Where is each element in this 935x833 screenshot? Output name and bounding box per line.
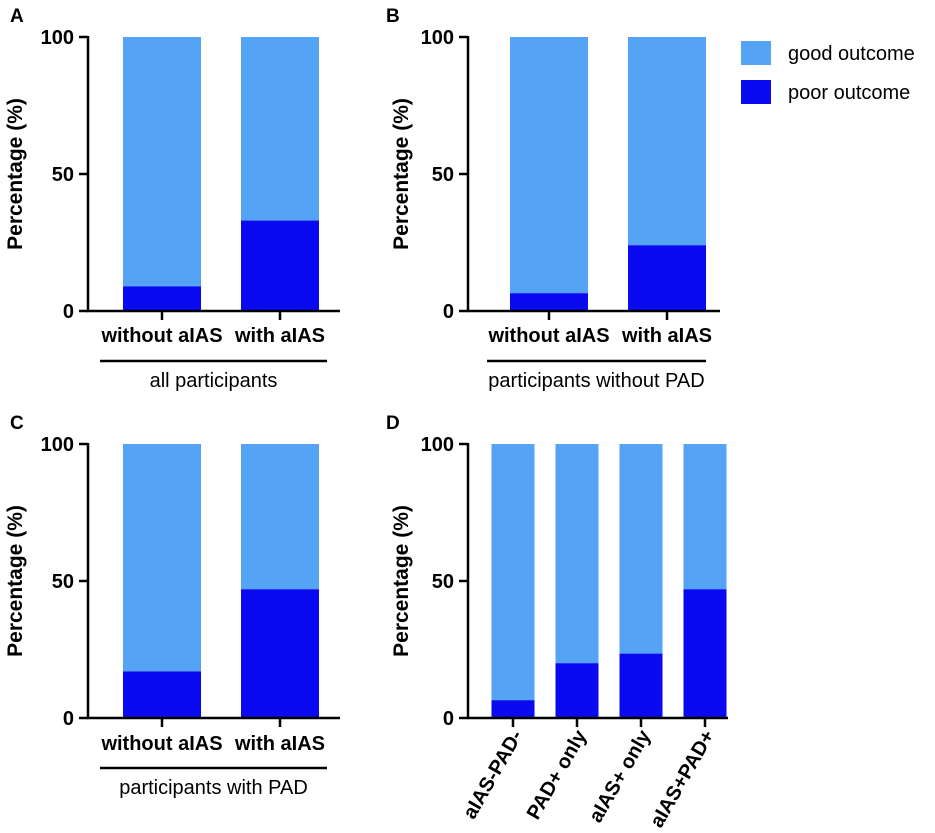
bar-good-outcome (123, 37, 201, 287)
y-tick-label: 0 (443, 708, 454, 730)
category-label: without aIAS (100, 733, 222, 755)
y-tick-label: 100 (41, 434, 74, 456)
bar-poor-outcome (510, 293, 588, 311)
category-label: PAD+ only (523, 726, 592, 824)
panel-letter: A (10, 6, 24, 27)
bar-poor-outcome (491, 700, 535, 718)
y-tick-label: 50 (52, 571, 74, 593)
bar-poor-outcome (123, 286, 201, 311)
bar-poor-outcome (619, 653, 663, 718)
bar-poor-outcome (683, 589, 727, 718)
bar-good-outcome (241, 444, 319, 590)
y-tick-label: 50 (432, 164, 454, 186)
y-axis-title: Percentage (%) (390, 98, 413, 250)
legend-swatch (741, 80, 771, 104)
y-tick-label: 100 (421, 434, 454, 456)
bar-good-outcome (510, 37, 588, 294)
y-axis-title: Percentage (%) (4, 505, 27, 657)
bar-good-outcome (491, 444, 535, 701)
y-tick-label: 0 (63, 708, 74, 730)
bar-good-outcome (619, 444, 663, 654)
bar-good-outcome (683, 444, 727, 590)
category-label: with aIAS (234, 325, 325, 347)
group-label: participants without PAD (488, 370, 704, 392)
category-label: without aIAS (487, 325, 609, 347)
y-tick-label: 0 (443, 301, 454, 323)
y-tick-label: 50 (432, 571, 454, 593)
category-label: aIAS-PAD- (459, 727, 527, 823)
bar-poor-outcome (123, 671, 201, 718)
category-label: with aIAS (621, 325, 712, 347)
y-axis-title: Percentage (%) (4, 98, 27, 250)
legend-item: good outcome (741, 41, 915, 65)
category-label: without aIAS (100, 325, 222, 347)
panel-letter: D (386, 413, 400, 434)
y-axis-title: Percentage (%) (390, 505, 413, 657)
panel-letter: B (386, 6, 400, 27)
bar-poor-outcome (241, 220, 319, 311)
y-tick-label: 0 (63, 301, 74, 323)
legend-item: poor outcome (741, 80, 910, 104)
group-label: all participants (150, 370, 278, 392)
legend: good outcome poor outcome (741, 41, 915, 104)
y-tick-label: 100 (421, 27, 454, 49)
bar-good-outcome (628, 37, 706, 246)
panel-letter: C (10, 413, 24, 434)
bar-good-outcome (241, 37, 319, 221)
group-label: participants with PAD (119, 777, 308, 799)
category-label: with aIAS (234, 733, 325, 755)
category-label: aIAS+PAD+ (646, 727, 719, 832)
y-tick-label: 100 (41, 27, 74, 49)
bar-poor-outcome (555, 663, 599, 718)
legend-label: good outcome (788, 43, 915, 65)
bar-good-outcome (123, 444, 201, 672)
category-label: aIAS+ only (585, 726, 656, 827)
legend-swatch (741, 41, 771, 65)
y-tick-label: 50 (52, 164, 74, 186)
legend-label: poor outcome (788, 82, 910, 104)
bar-poor-outcome (241, 589, 319, 718)
bar-poor-outcome (628, 245, 706, 311)
bar-good-outcome (555, 444, 599, 664)
